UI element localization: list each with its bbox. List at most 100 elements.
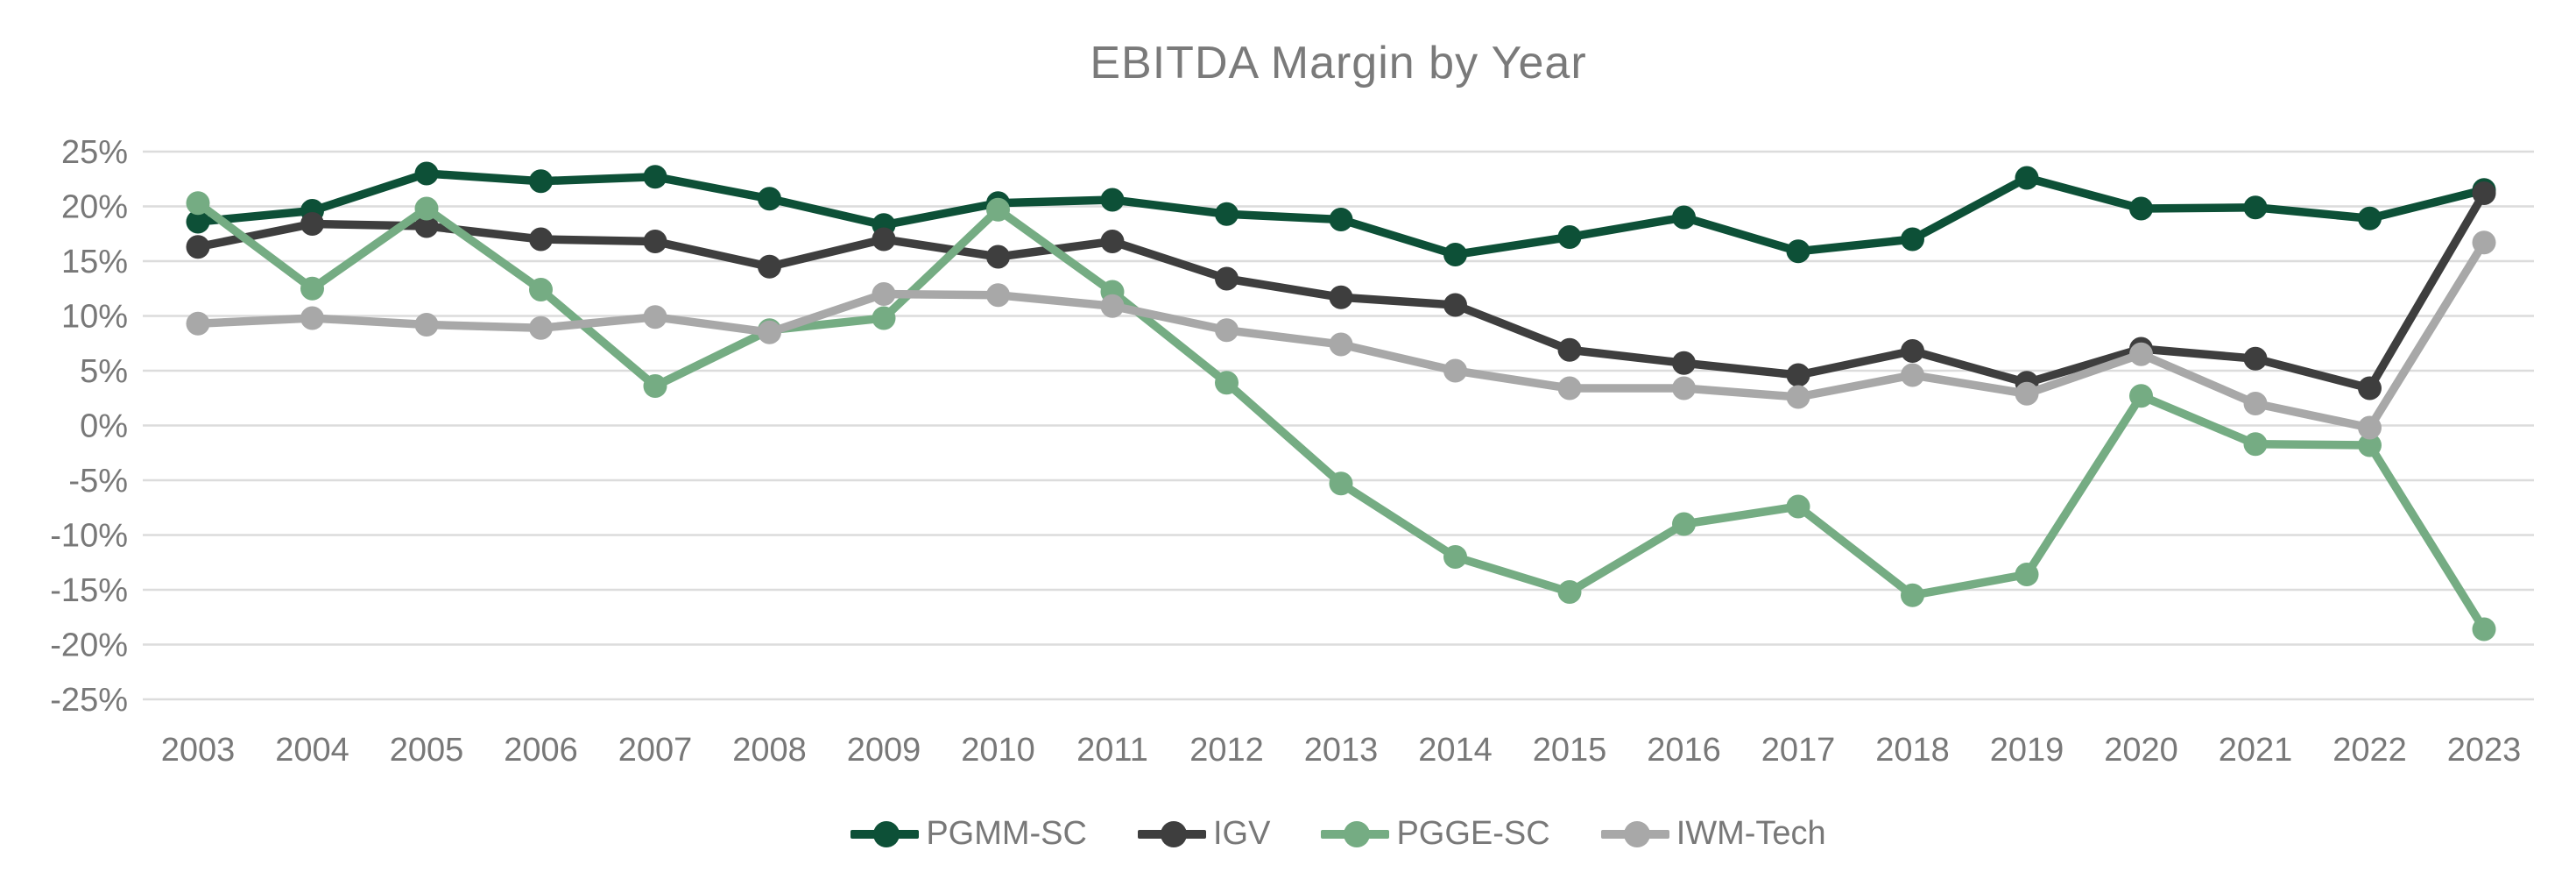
data-point-iwm-tech bbox=[300, 306, 324, 330]
data-point-iwm-tech bbox=[186, 311, 210, 336]
data-point-iwm-tech bbox=[1786, 385, 1810, 409]
data-point-pgmm-sc bbox=[1901, 227, 1924, 252]
data-point-iwm-tech bbox=[1901, 363, 1924, 387]
data-point-pgge-sc bbox=[2358, 433, 2382, 457]
data-point-iwm-tech bbox=[1215, 318, 1239, 343]
data-point-pgmm-sc bbox=[643, 165, 667, 189]
data-point-igv bbox=[186, 235, 210, 259]
data-point-igv bbox=[1557, 337, 1582, 362]
data-point-igv bbox=[414, 214, 439, 238]
data-point-iwm-tech bbox=[1443, 358, 1467, 383]
data-point-pgmm-sc bbox=[2243, 195, 2268, 220]
data-point-igv bbox=[1443, 293, 1467, 317]
y-tick-label: -5% bbox=[68, 463, 128, 500]
data-point-pgge-sc bbox=[2129, 384, 2153, 408]
data-point-igv bbox=[529, 227, 553, 252]
x-tick-label: 2004 bbox=[275, 732, 349, 769]
data-point-pgmm-sc bbox=[2015, 166, 2039, 190]
data-point-pgmm-sc bbox=[1557, 225, 1582, 249]
x-tick-label: 2010 bbox=[961, 732, 1035, 769]
x-tick-label: 2019 bbox=[1990, 732, 2064, 769]
x-tick-label: 2021 bbox=[2219, 732, 2293, 769]
data-point-pgge-sc bbox=[1901, 583, 1924, 607]
x-tick-label: 2017 bbox=[1761, 732, 1836, 769]
data-point-igv bbox=[758, 254, 781, 279]
data-point-iwm-tech bbox=[2472, 230, 2496, 255]
data-point-pgge-sc bbox=[1672, 512, 1696, 536]
data-point-igv bbox=[2472, 181, 2496, 205]
data-point-pgge-sc bbox=[2243, 432, 2268, 457]
data-point-igv bbox=[643, 230, 667, 253]
data-point-pgge-sc bbox=[1329, 471, 1353, 496]
data-point-igv bbox=[1901, 339, 1924, 363]
data-point-iwm-tech bbox=[2358, 415, 2382, 440]
series-line-pgge-sc bbox=[194, 199, 2488, 634]
y-tick-label: 20% bbox=[61, 189, 128, 226]
data-point-iwm-tech bbox=[1557, 376, 1582, 400]
legend-item-iwm-tech: IWM-Tech bbox=[1600, 815, 1826, 853]
x-tick-label: 2007 bbox=[618, 732, 693, 769]
data-point-igv bbox=[2358, 376, 2382, 400]
x-tick-label: 2014 bbox=[1418, 732, 1493, 769]
data-point-iwm-tech bbox=[2243, 392, 2268, 415]
data-point-iwm-tech bbox=[2129, 342, 2153, 366]
data-point-iwm-tech bbox=[2015, 381, 2039, 406]
x-tick-label: 2023 bbox=[2447, 732, 2522, 769]
data-point-pgmm-sc bbox=[758, 187, 781, 211]
y-tick-label: 0% bbox=[80, 408, 128, 445]
data-point-pgge-sc bbox=[872, 306, 896, 330]
data-point-igv bbox=[2243, 346, 2268, 371]
legend-marker-icon bbox=[1600, 820, 1669, 847]
data-point-pgmm-sc bbox=[1215, 202, 1239, 226]
x-tick-label: 2013 bbox=[1304, 732, 1379, 769]
data-point-iwm-tech bbox=[643, 305, 667, 330]
data-point-pgge-sc bbox=[643, 374, 667, 398]
data-point-iwm-tech bbox=[529, 315, 553, 340]
data-point-pgge-sc bbox=[1443, 545, 1467, 569]
data-point-pgmm-sc bbox=[529, 169, 553, 194]
data-point-iwm-tech bbox=[1100, 294, 1125, 318]
data-point-igv bbox=[300, 212, 324, 236]
x-tick-label: 2011 bbox=[1076, 732, 1148, 769]
chart-title: EBITDA Margin by Year bbox=[1090, 38, 1587, 89]
data-point-pgge-sc bbox=[1786, 494, 1810, 519]
data-point-igv bbox=[872, 227, 896, 252]
data-point-igv bbox=[986, 245, 1010, 269]
data-point-pgmm-sc bbox=[1100, 188, 1125, 212]
data-point-pgmm-sc bbox=[1786, 239, 1810, 264]
y-tick-label: 25% bbox=[61, 134, 128, 171]
x-tick-label: 2022 bbox=[2333, 732, 2407, 769]
data-point-igv bbox=[1329, 285, 1353, 309]
legend-item-pgge-sc: PGGE-SC bbox=[1321, 815, 1550, 853]
y-tick-label: 15% bbox=[61, 244, 128, 280]
data-point-pgge-sc bbox=[2015, 563, 2039, 586]
y-tick-label: -10% bbox=[50, 518, 128, 555]
x-tick-label: 2016 bbox=[1647, 732, 1721, 769]
data-point-pgmm-sc bbox=[1443, 243, 1467, 266]
data-point-pgge-sc bbox=[986, 197, 1010, 222]
data-point-iwm-tech bbox=[986, 283, 1010, 308]
y-tick-label: -25% bbox=[50, 682, 128, 719]
data-point-pgge-sc bbox=[414, 196, 439, 221]
data-point-iwm-tech bbox=[1329, 332, 1353, 357]
x-tick-label: 2020 bbox=[2104, 732, 2178, 769]
legend-marker-icon bbox=[1137, 820, 1206, 847]
data-point-pgge-sc bbox=[529, 278, 553, 301]
data-point-pgmm-sc bbox=[2129, 196, 2153, 221]
legend-label: PGMM-SC bbox=[926, 815, 1087, 852]
x-tick-label: 2008 bbox=[732, 732, 807, 769]
data-point-pgge-sc bbox=[1557, 580, 1582, 604]
data-point-iwm-tech bbox=[872, 282, 896, 306]
data-point-igv bbox=[1100, 230, 1125, 253]
legend-item-igv: IGV bbox=[1137, 815, 1271, 853]
x-tick-label: 2012 bbox=[1189, 732, 1264, 769]
x-tick-label: 2003 bbox=[161, 732, 236, 769]
data-point-pgmm-sc bbox=[1672, 205, 1696, 230]
legend-item-pgmm-sc: PGMM-SC bbox=[850, 815, 1087, 853]
x-tick-label: 2009 bbox=[847, 732, 921, 769]
legend-label: IGV bbox=[1212, 815, 1271, 852]
chart-legend: PGMM-SC IGV PGGE-SC IWM-Tech bbox=[143, 815, 2534, 853]
data-point-pgmm-sc bbox=[1329, 208, 1353, 231]
